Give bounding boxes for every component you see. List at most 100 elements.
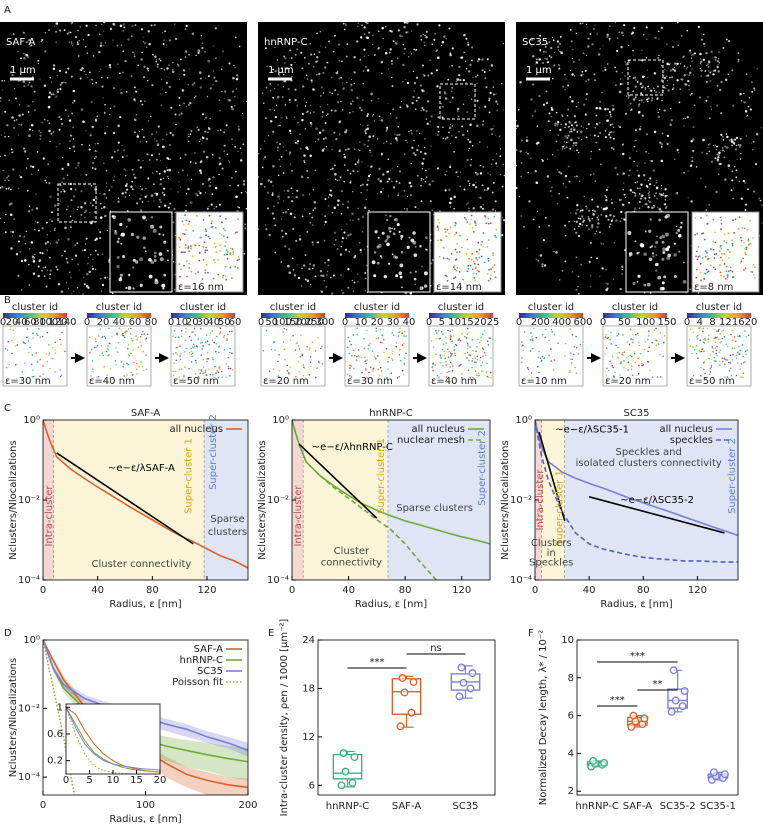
localization <box>347 234 349 236</box>
localization <box>62 157 63 158</box>
localization <box>173 261 174 262</box>
localization <box>567 197 569 199</box>
localization <box>643 77 644 78</box>
cluster-dot <box>201 342 203 344</box>
localization <box>736 145 737 146</box>
inset-cluster-dot <box>179 263 181 265</box>
localization <box>580 23 582 25</box>
cluster-dot <box>392 353 394 355</box>
localization <box>573 61 575 63</box>
localization <box>173 208 175 210</box>
localization <box>472 207 474 209</box>
localization <box>201 143 202 144</box>
cluster-dot <box>195 360 197 362</box>
localization <box>719 89 721 91</box>
localization <box>700 63 701 64</box>
localization <box>634 146 635 147</box>
localization <box>494 200 496 202</box>
cluster-dot <box>745 354 747 356</box>
cluster-dot <box>36 333 38 335</box>
cluster-dot <box>477 356 479 358</box>
localization <box>140 186 141 187</box>
y-tick-label: 4 <box>568 748 574 759</box>
localization <box>48 182 50 184</box>
localization <box>147 80 149 82</box>
localization <box>613 131 615 133</box>
localization <box>456 81 457 82</box>
localization <box>530 98 532 100</box>
localization <box>309 193 311 195</box>
x-tick-label: 80 <box>637 585 650 596</box>
localization <box>596 123 598 125</box>
localization <box>588 218 590 220</box>
localization <box>25 53 26 54</box>
cluster-dot <box>467 352 469 354</box>
localization <box>94 168 96 170</box>
localization <box>387 181 389 183</box>
inset-cluster-dot <box>199 252 201 254</box>
localization <box>56 146 57 147</box>
localization <box>410 194 412 196</box>
localization <box>337 204 339 206</box>
localization <box>113 106 115 108</box>
localization <box>34 254 35 255</box>
localization <box>218 174 220 176</box>
eps-label: ε=40 nm <box>431 376 477 387</box>
localization <box>521 176 522 177</box>
localization <box>538 226 540 228</box>
localization <box>574 221 575 222</box>
cluster-dot <box>399 349 401 351</box>
localization <box>649 191 650 192</box>
localization <box>35 221 37 223</box>
localization <box>500 174 501 175</box>
localization <box>701 152 703 154</box>
localization <box>105 42 106 43</box>
inset-cluster-dot <box>237 267 239 269</box>
localization <box>410 185 412 187</box>
localization <box>623 172 625 174</box>
localization <box>75 189 77 191</box>
localization <box>642 206 643 207</box>
localization <box>357 281 358 282</box>
localization <box>535 170 537 172</box>
localization <box>638 174 640 176</box>
localization <box>164 69 166 71</box>
data-point <box>679 703 686 710</box>
localization <box>372 115 373 116</box>
localization <box>478 197 479 198</box>
inset-cluster-dot <box>471 215 473 217</box>
localization <box>48 29 50 31</box>
localization <box>544 264 546 266</box>
colorbar-title: cluster id <box>438 302 484 313</box>
cluster-dot <box>399 376 401 378</box>
localization <box>46 286 48 288</box>
localization <box>657 116 660 119</box>
inset-dot <box>677 229 680 232</box>
cluster-dot <box>704 361 706 363</box>
localization <box>209 118 211 120</box>
localization <box>584 196 585 197</box>
localization <box>634 140 635 141</box>
localization <box>526 137 527 138</box>
localization <box>92 268 94 270</box>
localization <box>194 152 196 154</box>
localization <box>297 122 299 124</box>
inset-dot <box>643 253 647 257</box>
localization <box>355 163 357 165</box>
cluster-dot <box>480 340 482 342</box>
localization <box>442 106 444 108</box>
localization <box>107 126 108 127</box>
inset-cluster-dot <box>227 258 229 260</box>
localization <box>223 150 225 152</box>
inset-cluster-dot <box>494 264 496 266</box>
localization <box>438 131 440 133</box>
cluster-dot <box>301 355 303 357</box>
localization <box>570 212 571 213</box>
localization <box>100 44 103 47</box>
localization <box>322 111 324 113</box>
localization <box>539 58 541 60</box>
localization <box>125 185 127 187</box>
localization <box>93 55 95 57</box>
localization <box>370 174 371 175</box>
cluster-dot <box>46 353 48 355</box>
